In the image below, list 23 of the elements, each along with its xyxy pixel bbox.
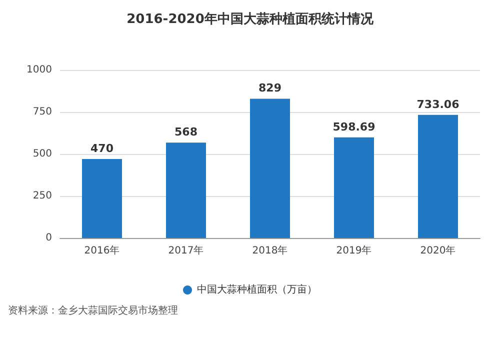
y-tick-label: 500 xyxy=(32,148,52,160)
bar xyxy=(250,98,290,238)
bar xyxy=(418,114,458,238)
x-tick-label: 2016年 xyxy=(84,244,120,256)
x-tick-label: 2020年 xyxy=(420,244,456,256)
data-label: 829 xyxy=(258,82,282,95)
text: 资料来源：金乡大蒜国际交易市场整理 xyxy=(8,304,178,316)
y-tick-label: 0 xyxy=(46,232,52,244)
bar xyxy=(82,159,122,238)
chart-title: 2016-2020年中国大蒜种植面积统计情况 xyxy=(126,11,374,27)
y-tick-label: 1000 xyxy=(26,64,52,76)
data-label: 470 xyxy=(90,142,114,156)
y-tick-label: 250 xyxy=(32,190,52,202)
data-label: 568 xyxy=(174,126,198,139)
x-tick-label: 2017年 xyxy=(168,244,204,256)
y-tick-label: 750 xyxy=(32,106,52,118)
data-label: 733.06 xyxy=(416,98,460,111)
x-tick-label: 2018年 xyxy=(252,244,288,256)
bar xyxy=(166,142,206,238)
bar xyxy=(334,137,374,238)
x-tick-label: 2019年 xyxy=(336,244,372,256)
data-label: 598.69 xyxy=(332,120,376,134)
legend-label: 中国大蒜种植面积（万亩） xyxy=(197,284,317,296)
